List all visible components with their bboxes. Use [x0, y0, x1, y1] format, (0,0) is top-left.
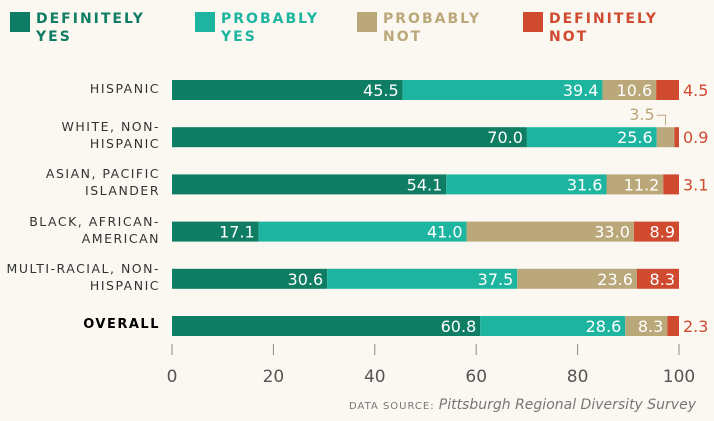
- bar-segment: [172, 316, 481, 336]
- value-label: 31.6: [567, 175, 603, 194]
- legend-swatch: [195, 12, 215, 32]
- bar-segment: [636, 268, 679, 289]
- x-tick-label: 20: [263, 367, 285, 387]
- legend-swatch: [523, 12, 543, 32]
- bar-segment: [327, 268, 518, 289]
- legend-label: DEFINITELY YES: [36, 11, 145, 45]
- value-label: 54.1: [407, 175, 443, 194]
- bar-segment: [656, 127, 675, 148]
- x-tick-label: 80: [567, 367, 589, 387]
- bar-segment: [172, 268, 328, 289]
- value-label: 4.5: [683, 81, 708, 100]
- value-label: 39.4: [563, 81, 599, 100]
- value-label: 8.9: [650, 223, 675, 242]
- x-tick-label: 60: [465, 367, 487, 387]
- value-label: 2.3: [683, 317, 708, 336]
- bar-segment: [625, 316, 668, 336]
- bar-segment: [446, 174, 607, 195]
- bar-segment: [517, 268, 637, 289]
- source-label: DATA SOURCE:: [349, 401, 435, 412]
- value-label: 3.5: [629, 105, 654, 124]
- bar-segment: [674, 127, 679, 148]
- value-label: 33.0: [594, 223, 630, 242]
- bar-segment: [602, 80, 657, 100]
- value-label: 37.5: [478, 270, 514, 289]
- value-label: 28.6: [586, 317, 622, 336]
- label-leader: [656, 114, 667, 126]
- value-label: 17.1: [219, 223, 255, 242]
- value-label: 45.5: [363, 81, 399, 100]
- legend-label: DEFINITELY NOT: [549, 11, 658, 45]
- category-label: ASIAN, PACIFIC ISLANDER: [45, 166, 160, 199]
- bar-segment: [667, 316, 679, 336]
- legend-swatch: [10, 12, 30, 32]
- x-tick-label: 0: [167, 367, 178, 387]
- legend-label: PROBABLY YES: [221, 11, 319, 45]
- bar-segment: [172, 221, 259, 242]
- value-label: 70.0: [487, 128, 523, 147]
- category-label: MULTI-RACIAL, NON-HISPANIC: [6, 260, 160, 293]
- value-label: 30.6: [288, 270, 324, 289]
- bar-segment: [172, 80, 403, 100]
- category-label: OVERALL: [83, 316, 160, 332]
- legend-label: PROBABLY NOT: [383, 11, 481, 45]
- bar-segment: [172, 174, 447, 195]
- bar-segment: [480, 316, 626, 336]
- x-tick-label: 100: [663, 367, 695, 387]
- value-label: 8.3: [638, 317, 663, 336]
- value-label: 60.8: [441, 317, 477, 336]
- bar-segment: [663, 174, 679, 195]
- bar-segment: [633, 221, 679, 242]
- bar-segment: [466, 221, 634, 242]
- value-label: 25.6: [617, 128, 653, 147]
- value-label: 23.6: [597, 270, 633, 289]
- value-label: 0.9: [683, 128, 708, 147]
- bar-segment: [172, 127, 527, 148]
- bar-segment: [606, 174, 664, 195]
- x-tick-label: 40: [364, 367, 386, 387]
- value-label: 11.2: [624, 175, 660, 194]
- category-label: BLACK, AFRICAN-AMERICAN: [29, 213, 160, 246]
- bar-segment: [258, 221, 467, 242]
- source: DATA SOURCE: Pittsburgh Regional Diversi…: [349, 397, 696, 413]
- value-label: 3.1: [683, 175, 708, 194]
- category-label: WHITE, NON-HISPANIC: [61, 119, 160, 152]
- bar-segment: [526, 127, 657, 148]
- value-label: 8.3: [650, 270, 675, 289]
- category-label: HISPANIC: [89, 80, 160, 96]
- bar-segment: [402, 80, 603, 100]
- value-label: 10.6: [617, 81, 653, 100]
- source-text: Pittsburgh Regional Diversity Survey: [438, 397, 696, 413]
- value-label: 41.0: [427, 223, 463, 242]
- bar-segment: [656, 80, 679, 100]
- legend-swatch: [357, 12, 377, 32]
